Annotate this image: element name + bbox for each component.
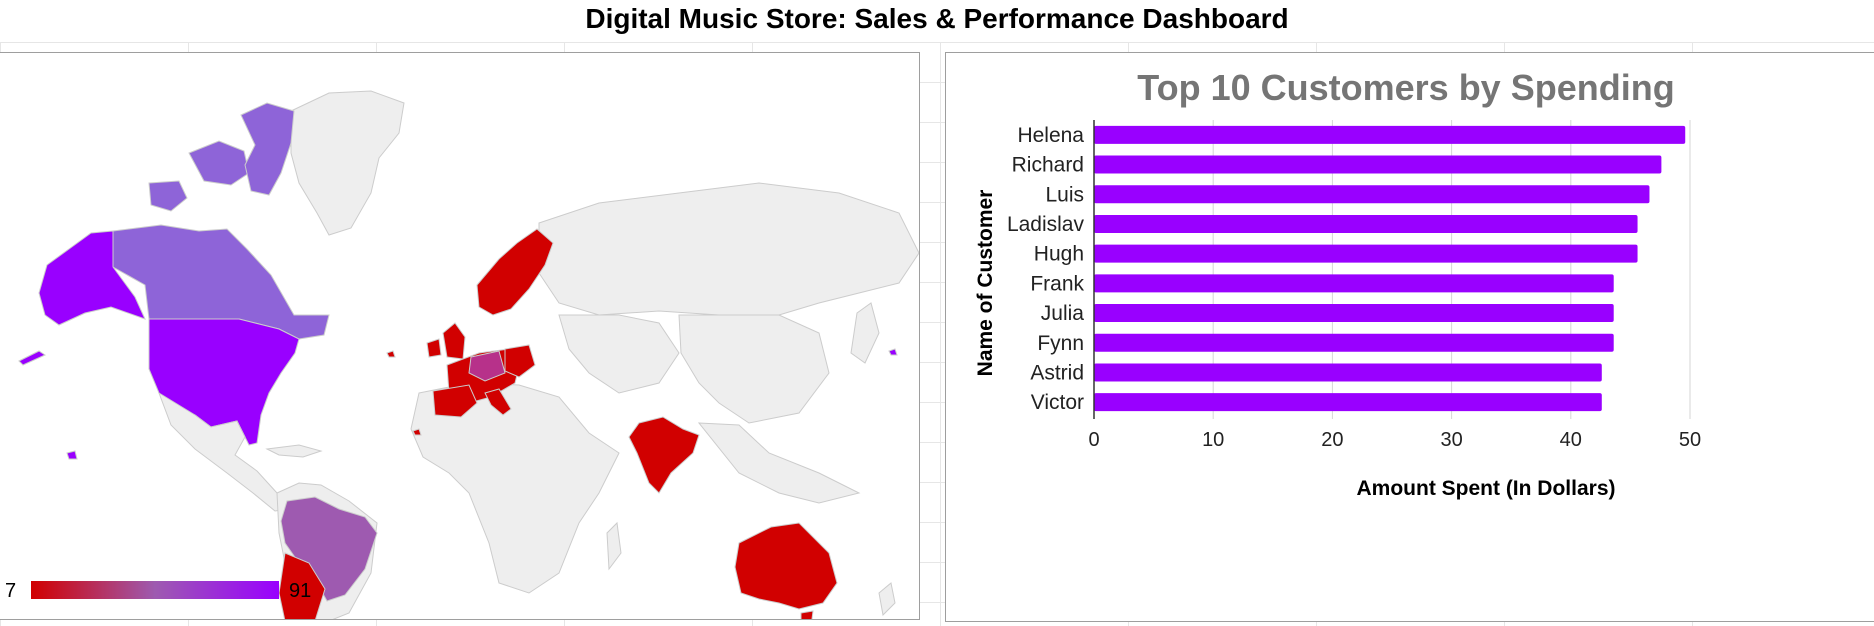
top-customers-chart-panel: Top 10 Customers by Spending Helena Richa…: [945, 52, 1874, 622]
bar-richard: [1094, 155, 1662, 174]
x-tick-label: 0: [1088, 429, 1099, 451]
region-tasmania[interactable]: [800, 610, 814, 620]
region-middle-east[interactable]: [558, 314, 680, 394]
bar-astrid: [1094, 363, 1602, 382]
region-madagascar[interactable]: [606, 521, 622, 571]
chart-bars: [1094, 125, 1686, 412]
region-india[interactable]: [628, 416, 700, 494]
region-east-island[interactable]: [888, 348, 898, 356]
category-label-hugh: Hugh: [1034, 243, 1084, 266]
region-caribbean[interactable]: [265, 444, 323, 458]
region-hawaii[interactable]: [66, 450, 78, 460]
chart-category-labels: Helena Richard Luis Ladislav Hugh Frank Julia F…: [1007, 124, 1085, 414]
region-germany[interactable]: [468, 350, 506, 382]
world-map[interactable]: 7 91: [0, 53, 920, 620]
region-canada-islands-west[interactable]: [148, 180, 188, 212]
region-new-zealand[interactable]: [878, 582, 896, 617]
legend-min-label: 7: [5, 580, 16, 602]
region-canada-islands-east[interactable]: [240, 102, 295, 196]
category-label-astrid: Astrid: [1030, 361, 1084, 384]
region-canada[interactable]: [112, 224, 330, 340]
bar-hugh: [1094, 244, 1638, 263]
category-label-julia: Julia: [1041, 302, 1085, 325]
region-iberia[interactable]: [432, 384, 478, 418]
region-ireland[interactable]: [426, 338, 442, 358]
bar-ladislav: [1094, 214, 1638, 233]
legend-max-label: 91: [289, 580, 311, 602]
category-label-ladislav: Ladislav: [1007, 213, 1085, 236]
chart-x-tick-labels: 0 10 20 30 40 50: [1088, 429, 1701, 451]
region-russia[interactable]: [538, 182, 919, 316]
region-eastern-europe[interactable]: [504, 344, 536, 378]
x-tick-label: 40: [1560, 429, 1582, 451]
category-label-frank: Frank: [1030, 272, 1084, 295]
dashboard-title: Digital Music Store: Sales & Performance…: [585, 3, 1289, 34]
region-scandinavia[interactable]: [476, 228, 554, 316]
region-africa[interactable]: [410, 382, 620, 594]
bar-luis: [1094, 185, 1650, 204]
region-china[interactable]: [678, 314, 830, 424]
region-brazil[interactable]: [280, 496, 378, 602]
category-label-helena: Helena: [1017, 124, 1084, 147]
x-tick-label: 20: [1321, 429, 1343, 451]
bar-helena: [1094, 125, 1686, 144]
map-color-legend: 7 91: [5, 580, 311, 602]
top-customers-bar-chart: Top 10 Customers by Spending Helena Richa…: [974, 67, 1701, 500]
bar-frank: [1094, 274, 1614, 293]
bar-julia: [1094, 304, 1614, 323]
category-label-richard: Richard: [1012, 154, 1084, 177]
category-label-luis: Luis: [1045, 183, 1084, 206]
category-label-fynn: Fynn: [1037, 332, 1084, 355]
chart-y-axis-title: Name of Customer: [974, 190, 997, 377]
chart-title: Top 10 Customers by Spending: [1137, 67, 1674, 108]
x-tick-label: 50: [1679, 429, 1701, 451]
region-alaska[interactable]: [38, 230, 146, 326]
region-greenland[interactable]: [290, 90, 405, 236]
region-canary[interactable]: [412, 428, 422, 436]
region-uk[interactable]: [442, 322, 466, 360]
category-label-victor: Victor: [1031, 391, 1084, 414]
region-southeast-asia[interactable]: [697, 422, 861, 504]
x-tick-label: 10: [1202, 429, 1224, 451]
region-canada-islands[interactable]: [188, 140, 250, 186]
chart-x-axis-title: Amount Spent (In Dollars): [1357, 477, 1616, 500]
bar-fynn: [1094, 333, 1614, 352]
legend-gradient-bar: [31, 581, 279, 599]
region-aleutians[interactable]: [18, 350, 47, 366]
region-japan[interactable]: [850, 302, 880, 364]
region-italy[interactable]: [484, 388, 512, 416]
region-azores[interactable]: [386, 350, 396, 358]
world-map-panel[interactable]: 7 91: [0, 52, 920, 620]
x-tick-label: 30: [1440, 429, 1462, 451]
region-australia[interactable]: [734, 522, 838, 610]
bar-victor: [1094, 393, 1602, 412]
